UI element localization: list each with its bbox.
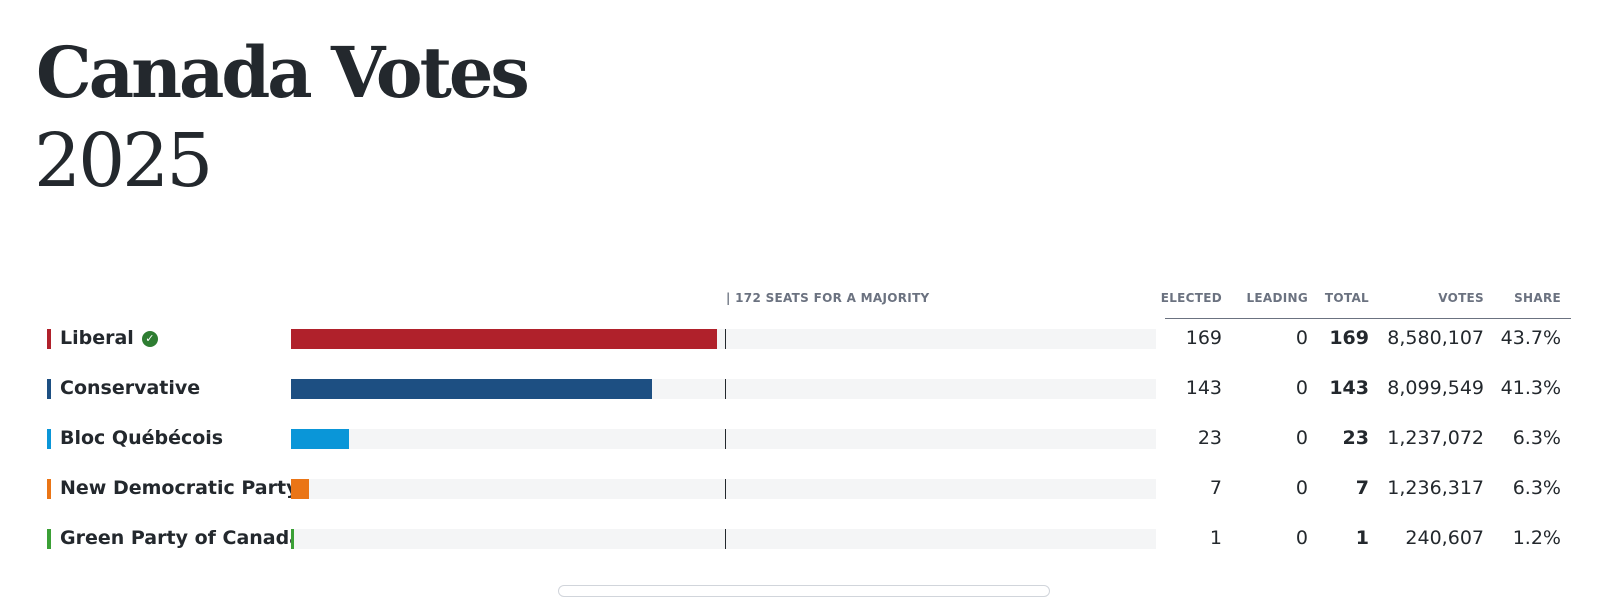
elected-cell: 1 [1209,527,1222,549]
elected-cell: 23 [1197,427,1222,449]
majority-marker-line [725,329,726,349]
page-year: 2025 [34,118,213,204]
majority-marker-line [725,379,726,399]
party-name-label: Green Party of Canada [60,527,303,549]
header-total: TOTAL [1324,291,1369,305]
total-cell: 143 [1329,377,1369,399]
total-cell: 23 [1342,427,1369,449]
seat-bar [291,329,717,349]
majority-marker-line [725,429,726,449]
elected-cell: 143 [1185,377,1222,399]
leading-cell: 0 [1295,377,1308,399]
total-cell: 7 [1355,477,1369,499]
table-row: Bloc Québécois 23 0 23 1,237,072 6.3% [0,425,1622,455]
share-cell: 41.3% [1500,377,1561,399]
party-color-swatch [47,529,51,549]
votes-cell: 8,580,107 [1387,327,1484,349]
party-name: Liberal ✓ [60,327,158,349]
total-cell: 169 [1329,327,1369,349]
seat-bar-track [291,379,1156,399]
elected-cell: 169 [1185,327,1222,349]
leading-cell: 0 [1295,427,1308,449]
party-color-swatch [47,429,51,449]
party-name: Conservative [60,377,200,399]
party-name: Green Party of Canada [60,527,302,549]
majority-marker-line [725,529,726,549]
seat-bar [291,529,294,549]
seat-bar-track [291,329,1156,349]
party-name-label: New Democratic Party [60,477,299,499]
table-row: New Democratic Party 7 0 7 1,236,317 6.3% [0,475,1622,505]
table-row: Conservative 143 0 143 8,099,549 41.3% [0,375,1622,405]
table-row: Green Party of Canada 1 0 1 240,607 1.2% [0,525,1622,555]
page-title: Canada Votes [36,31,530,114]
votes-cell: 1,237,072 [1387,427,1484,449]
party-name-label: Conservative [60,377,201,399]
header-share: SHARE [1514,291,1561,305]
share-cell: 43.7% [1500,327,1561,349]
leading-cell: 0 [1295,327,1308,349]
share-cell: 6.3% [1512,477,1561,499]
total-cell: 1 [1355,527,1369,549]
party-name-label: Bloc Québécois [60,427,224,449]
header-divider [1165,318,1571,319]
majority-marker-line [725,479,726,499]
party-name: Bloc Québécois [60,427,223,449]
seat-bar-track [291,429,1156,449]
header-leading: LEADING [1246,291,1308,305]
seat-bar [291,379,652,399]
header-votes: VOTES [1438,291,1484,305]
votes-cell: 8,099,549 [1387,377,1484,399]
party-color-swatch [47,479,51,499]
leading-cell: 0 [1295,527,1308,549]
seat-bar-track [291,479,1156,499]
winner-check-icon: ✓ [141,331,158,347]
majority-label: | 172 SEATS FOR A MAJORITY [726,291,930,305]
leading-cell: 0 [1295,477,1308,499]
share-cell: 1.2% [1512,527,1561,549]
elected-cell: 7 [1209,477,1222,499]
party-name-label: Liberal [60,327,134,349]
seat-bar [291,479,309,499]
share-cell: 6.3% [1512,427,1561,449]
seat-bar-track [291,529,1156,549]
party-color-swatch [47,379,51,399]
votes-cell: 1,236,317 [1387,477,1484,499]
table-row: Liberal ✓ 169 0 169 8,580,107 43.7% [0,325,1622,355]
header-elected: ELECTED [1160,291,1222,305]
party-name: New Democratic Party [60,477,298,499]
votes-cell: 240,607 [1405,527,1484,549]
party-color-swatch [47,329,51,349]
seat-bar [291,429,349,449]
